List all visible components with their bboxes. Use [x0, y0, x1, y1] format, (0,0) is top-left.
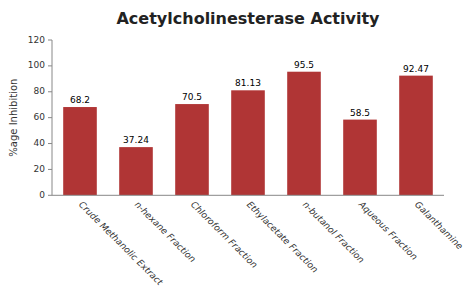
data-label: 37.24 — [123, 135, 149, 145]
y-tick-label: 120 — [28, 35, 45, 45]
y-tick-label: 80 — [34, 86, 46, 96]
data-label: 81.13 — [235, 78, 261, 88]
y-tick — [48, 195, 52, 196]
chart-container: Acetylcholinesterase Activity %age Inhibi… — [0, 0, 474, 299]
bars — [63, 72, 433, 196]
bar — [175, 104, 209, 195]
page: {"chart_data": {"type": "bar", "title": … — [0, 0, 474, 299]
chart-svg: Acetylcholinesterase Activity %age Inhibi… — [0, 0, 474, 299]
y-tick-label: 40 — [34, 138, 46, 148]
data-label: 58.5 — [350, 108, 370, 118]
x-tick-label: Aqueous Fraction — [356, 199, 419, 262]
bar — [63, 107, 97, 195]
bar — [231, 90, 265, 195]
y-tick-label: 60 — [34, 112, 46, 122]
data-label: 70.5 — [182, 92, 202, 102]
x-tick-label: n-butanol Fraction — [301, 199, 367, 265]
bar — [119, 147, 153, 195]
data-label: 68.2 — [70, 95, 90, 105]
y-tick-label: 20 — [34, 164, 46, 174]
x-axis: Crude Methanolic Extractn-hexane Fractio… — [52, 195, 465, 287]
y-tick — [48, 143, 52, 144]
y-axis: 0 20 40 60 80 100 120 — [28, 35, 52, 200]
data-label: 95.5 — [294, 60, 314, 70]
y-tick — [48, 65, 52, 66]
bar — [343, 120, 377, 196]
bar — [399, 76, 433, 196]
data-label: 92.47 — [403, 64, 429, 74]
bar — [287, 72, 321, 196]
y-tick — [48, 169, 52, 170]
x-tick-label: n-hexane Fraction — [133, 199, 198, 264]
y-tick — [48, 91, 52, 92]
y-tick-label: 0 — [39, 190, 45, 200]
x-tick-label: Galanthamine — [413, 199, 465, 251]
chart-title: Acetylcholinesterase Activity — [116, 9, 380, 28]
data-labels: 68.2 37.24 70.5 81.13 95.5 58.5 92.47 — [70, 60, 429, 145]
y-axis-label: %age Inhibition — [8, 79, 19, 157]
y-tick-label: 100 — [28, 60, 45, 70]
y-tick — [48, 40, 52, 41]
y-tick — [48, 117, 52, 118]
x-axis-line — [52, 195, 444, 196]
